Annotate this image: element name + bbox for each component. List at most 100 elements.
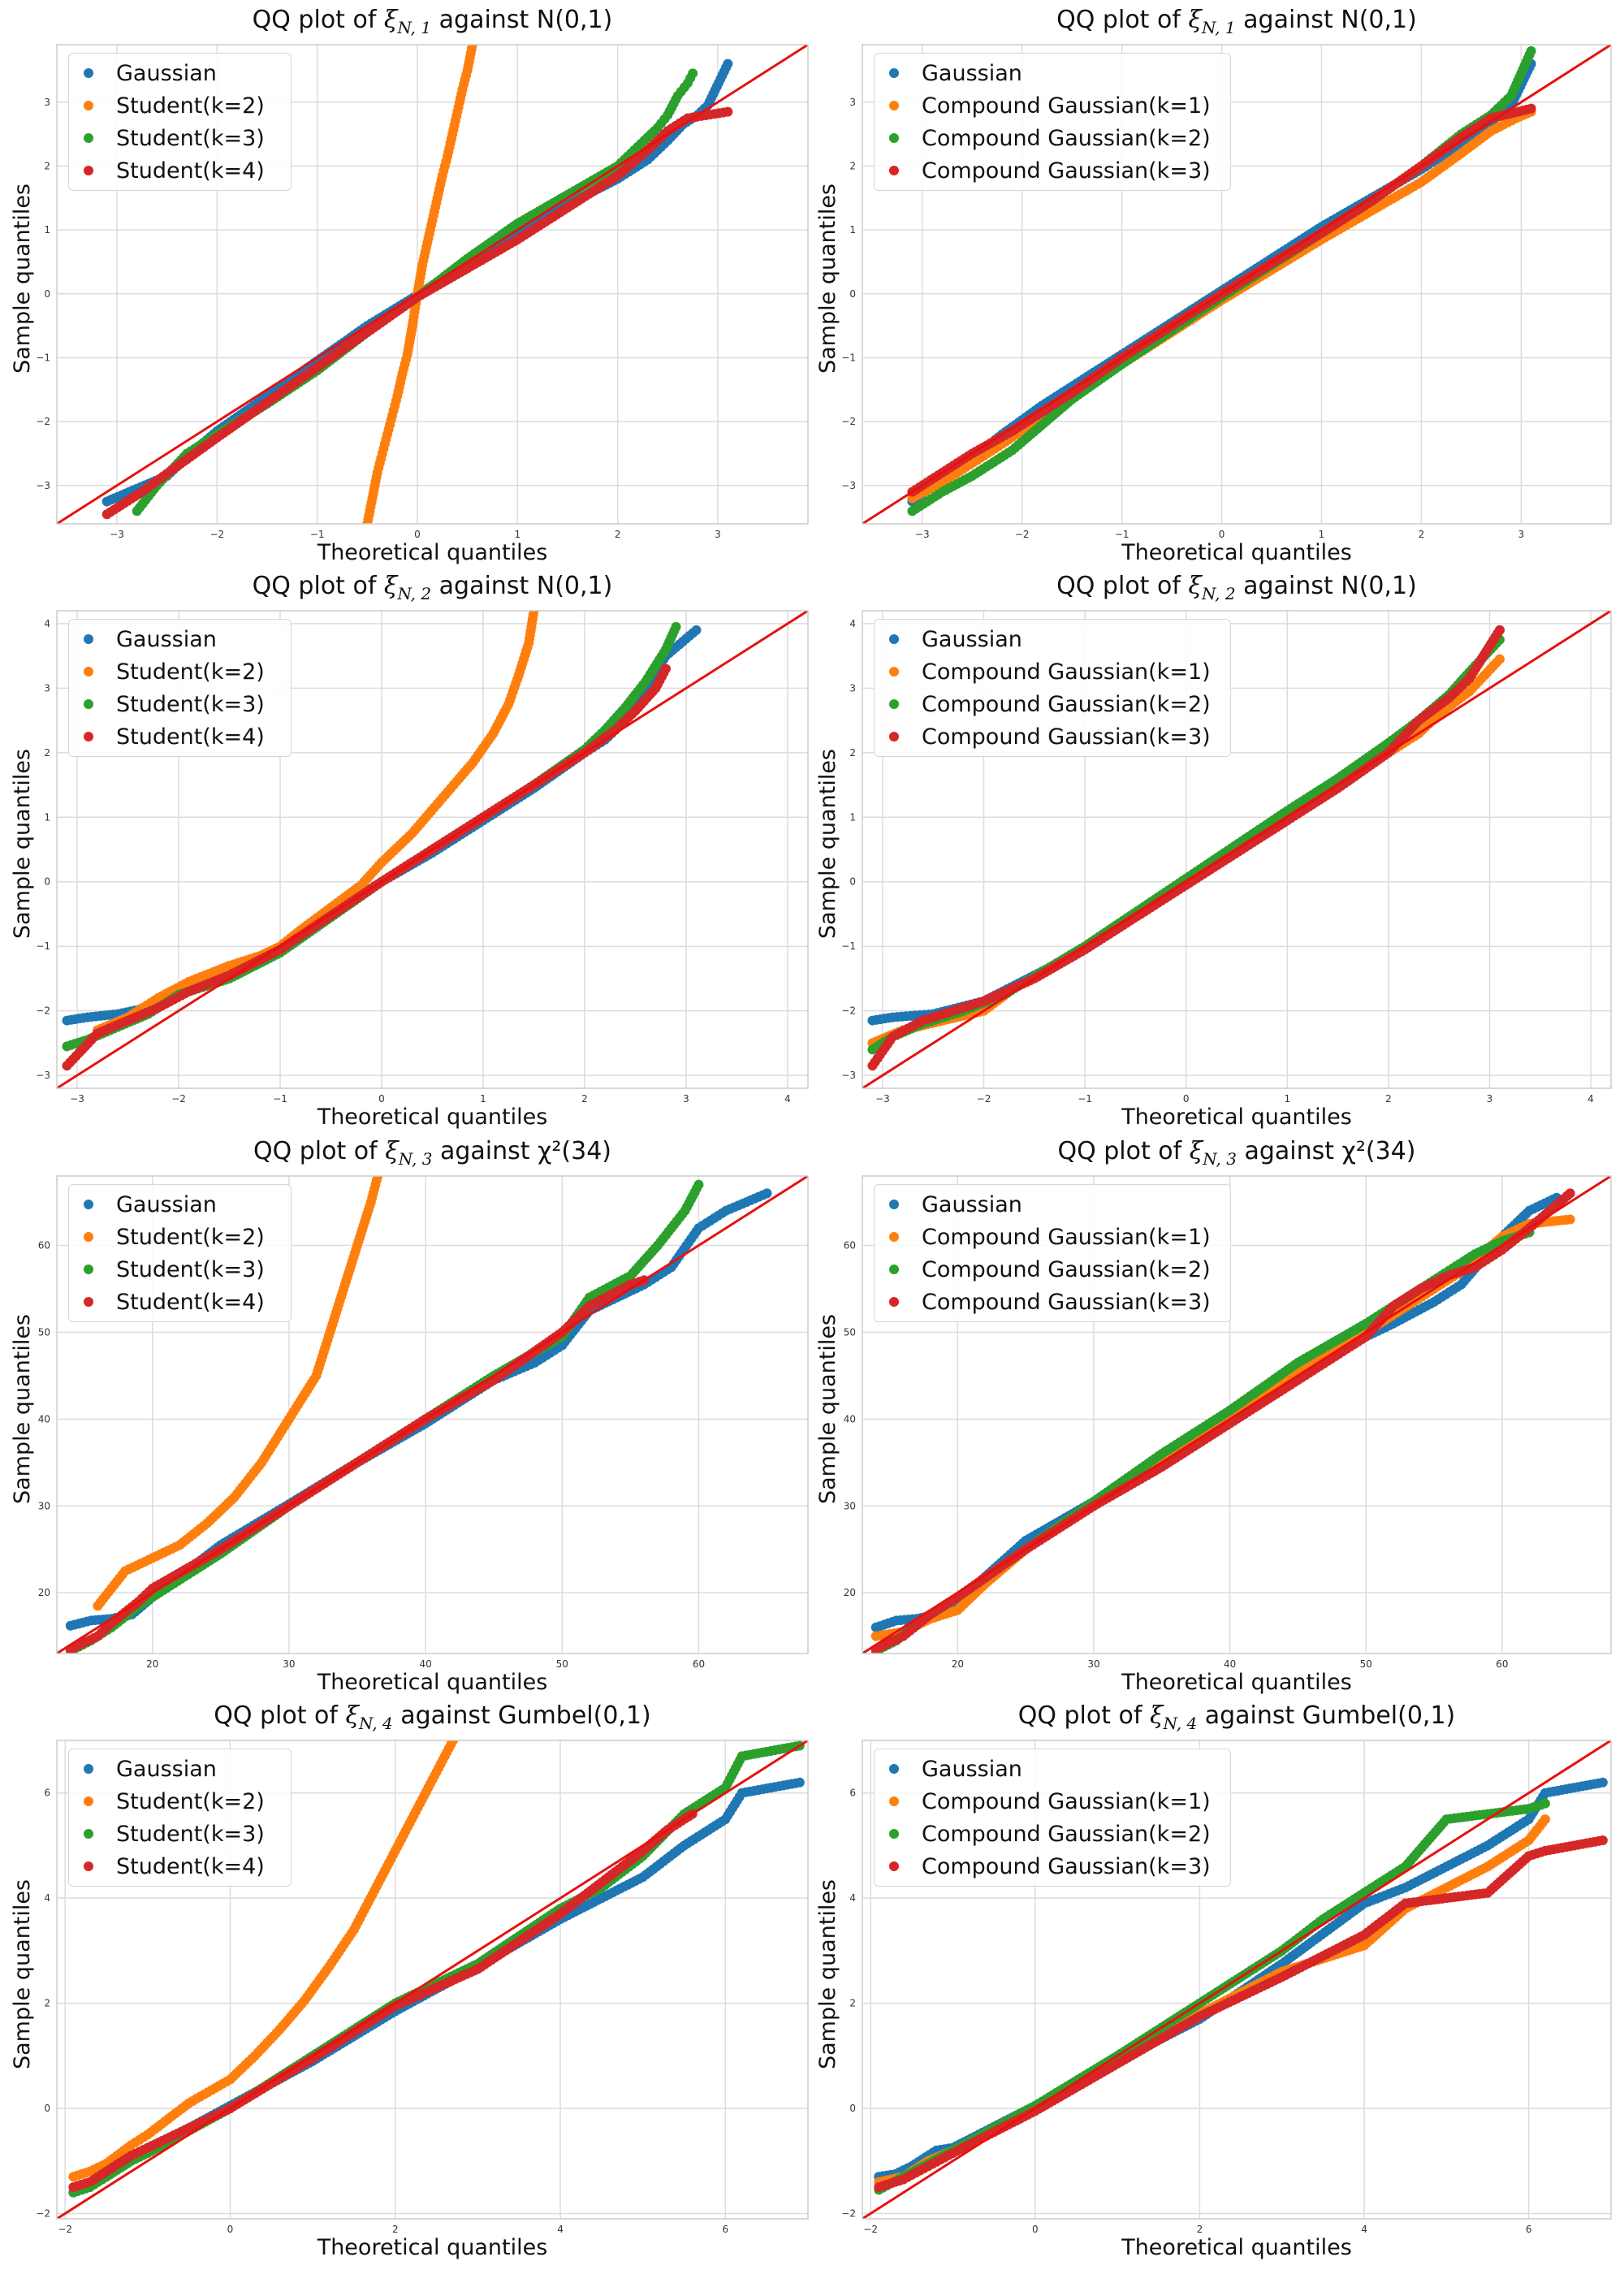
x-tick-label: 20	[146, 1658, 158, 1670]
axes-frame	[56, 1175, 809, 1654]
y-tick-label: 2	[44, 1998, 50, 2009]
y-tick-label: 60	[844, 1240, 856, 1252]
legend-label: Gaussian	[116, 60, 217, 86]
y-tick-label: 60	[38, 1240, 50, 1252]
x-tick-label: −2	[209, 529, 224, 540]
legend-marker	[84, 1200, 93, 1209]
y-tick-label: 4	[849, 618, 856, 629]
qq-panel: QQ plot of ξN, 1 against N(0,1) −3 −2 −1 0 1 2…	[0, 4, 809, 573]
chart-title: QQ plot of ξN, 3 against χ²(34)	[253, 1137, 611, 1169]
data-point	[1565, 1214, 1575, 1225]
x-tick-label: 2	[392, 2224, 399, 2235]
axes-frame	[862, 44, 1612, 525]
x-tick-label: 60	[693, 1658, 705, 1670]
x-axis-label: Theoretical quantiles	[1121, 1105, 1352, 1130]
data-point	[661, 664, 671, 674]
data-point	[529, 611, 539, 616]
qq-panel: QQ plot of ξN, 4 against Gumbel(0,1) −2 0 2…	[0, 1700, 809, 2268]
legend-item: Student(k=2)	[76, 89, 283, 122]
reference-line	[862, 1176, 1611, 1654]
x-tick-label: 4	[1587, 1093, 1594, 1105]
x-axis-label: Theoretical quantiles	[317, 1105, 548, 1130]
y-tick-label: 50	[38, 1326, 50, 1338]
y-tick-label: 20	[844, 1587, 856, 1598]
legend-label: Compound Gaussian(k=1)	[922, 93, 1211, 119]
reference-line	[57, 1176, 808, 1654]
y-tick-label: 3	[849, 97, 856, 108]
legend-label: Compound Gaussian(k=2)	[922, 1256, 1211, 1282]
legend-item: Compound Gaussian(k=3)	[881, 154, 1222, 187]
legend-label: Gaussian	[116, 1191, 217, 1217]
legend-marker	[84, 732, 93, 741]
legend-label: Student(k=4)	[116, 158, 265, 184]
legend-label: Compound Gaussian(k=3)	[922, 1289, 1211, 1315]
legend-marker	[84, 68, 93, 78]
x-tick-label: 3	[1518, 529, 1525, 540]
y-tick-label: 0	[44, 876, 50, 888]
legend-marker	[889, 1297, 899, 1307]
legend-item: Compound Gaussian(k=1)	[881, 1221, 1222, 1253]
legend: Gaussian Student(k=2) Student(k=3) Student(…	[68, 1184, 292, 1322]
data-point	[671, 621, 681, 632]
reference-line	[57, 45, 808, 524]
qq-panel: QQ plot of ξN, 2 against N(0,1) −3 −2 −1 0 1 2…	[0, 570, 809, 1137]
legend-item: Gaussian	[881, 623, 1222, 655]
legend-label: Student(k=2)	[116, 659, 265, 685]
legend-label: Student(k=2)	[116, 1224, 265, 1250]
legend-label: Student(k=3)	[116, 125, 265, 151]
x-tick-label: 6	[723, 2224, 729, 2235]
x-tick-label: 40	[1224, 1658, 1236, 1670]
axes-frame	[862, 1175, 1612, 1654]
legend-label: Student(k=4)	[116, 724, 265, 750]
legend-label: Compound Gaussian(k=2)	[922, 691, 1211, 717]
legend-label: Gaussian	[922, 60, 1022, 86]
legend-item: Gaussian	[881, 57, 1222, 89]
x-tick-label: 2	[581, 1093, 588, 1105]
legend-marker	[84, 101, 93, 110]
legend-label: Gaussian	[922, 1191, 1022, 1217]
y-axis-label: Sample quantiles	[815, 1314, 840, 1504]
legend-item: Student(k=2)	[76, 655, 283, 688]
legend-label: Student(k=3)	[116, 1256, 265, 1282]
y-tick-label: −1	[36, 940, 50, 952]
x-axis-label: Theoretical quantiles	[1121, 540, 1352, 565]
legend-label: Student(k=4)	[116, 1289, 265, 1315]
legend-item: Compound Gaussian(k=2)	[881, 688, 1222, 720]
data-point	[447, 1740, 458, 1745]
y-tick-label: 1	[849, 811, 856, 823]
x-axis-label: Theoretical quantiles	[1121, 1670, 1352, 1695]
data-point	[467, 45, 477, 50]
legend-item: Compound Gaussian(k=2)	[881, 122, 1222, 154]
data-point	[723, 106, 733, 117]
x-tick-label: −3	[70, 1093, 84, 1105]
data-point	[794, 1777, 805, 1788]
x-tick-label: −2	[1015, 529, 1030, 540]
y-tick-label: 0	[44, 288, 50, 300]
x-tick-label: 20	[952, 1658, 964, 1670]
y-tick-label: 1	[44, 811, 50, 823]
series-points	[102, 106, 733, 520]
x-tick-label: −1	[310, 529, 325, 540]
legend-marker	[84, 166, 93, 175]
legend-item: Student(k=3)	[76, 688, 283, 720]
chart-title: QQ plot of ξN, 2 against N(0,1)	[1056, 572, 1417, 603]
legend-item: Student(k=3)	[76, 122, 283, 154]
x-tick-label: −3	[110, 529, 124, 540]
y-tick-label: 0	[44, 2103, 50, 2114]
y-tick-label: 50	[844, 1326, 856, 1338]
axes-frame	[56, 610, 809, 1089]
chart-title: QQ plot of ξN, 4 against Gumbel(0,1)	[214, 1701, 651, 1733]
legend-item: Compound Gaussian(k=3)	[881, 720, 1222, 753]
qq-panel: QQ plot of ξN, 3 against χ²(34) 20 30 40 50 6…	[0, 1135, 809, 1702]
x-tick-label: 40	[419, 1658, 431, 1670]
qq-panel: QQ plot of ξN, 2 against N(0,1) −3 −2 −1 0 1 2…	[806, 570, 1612, 1137]
data-point	[691, 625, 702, 635]
x-tick-label: 0	[1183, 1093, 1190, 1105]
x-tick-label: 3	[683, 1093, 689, 1105]
y-tick-label: 30	[38, 1500, 50, 1511]
legend-marker	[889, 1200, 899, 1209]
y-tick-label: −2	[841, 416, 856, 427]
y-tick-label: −3	[36, 480, 50, 491]
